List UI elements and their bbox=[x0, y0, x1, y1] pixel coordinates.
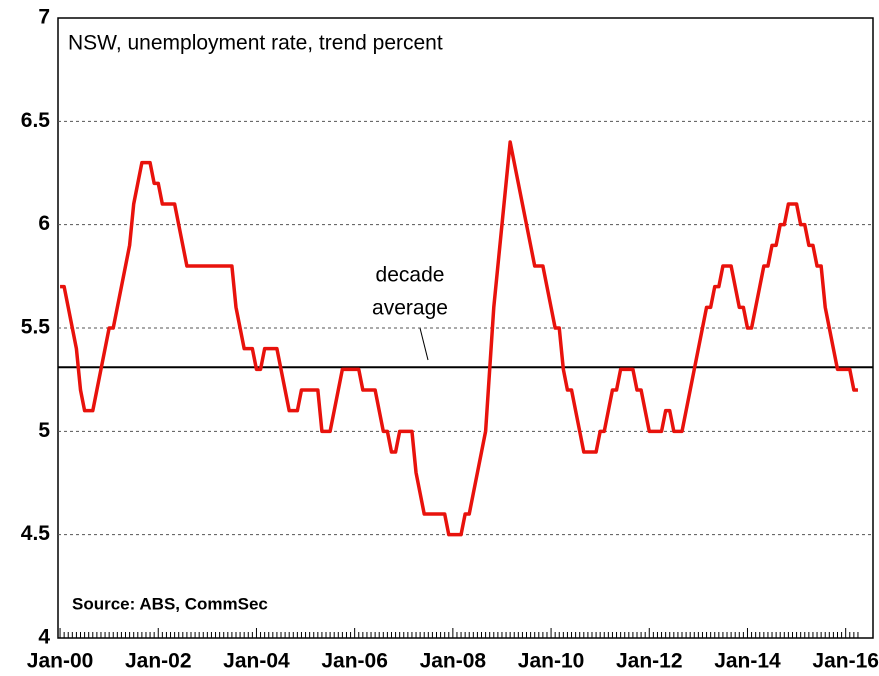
annotation: average bbox=[372, 297, 448, 320]
x-tick-label: Jan-02 bbox=[125, 650, 192, 673]
x-tick-label: Jan-12 bbox=[616, 650, 683, 673]
y-tick-label: 5 bbox=[38, 419, 50, 442]
x-tick-label: Jan-14 bbox=[714, 650, 781, 673]
chart-title: NSW, unemployment rate, trend percent bbox=[68, 32, 443, 55]
source-note: Source: ABS, CommSec bbox=[72, 594, 268, 613]
y-tick-label: 5.5 bbox=[21, 316, 51, 339]
x-tick-label: Jan-10 bbox=[518, 650, 585, 673]
y-tick-label: 7 bbox=[38, 6, 50, 29]
x-tick-label: Jan-08 bbox=[420, 650, 487, 673]
y-tick-label: 6 bbox=[38, 212, 50, 235]
x-tick-label: Jan-04 bbox=[223, 650, 290, 673]
x-tick-label: Jan-00 bbox=[27, 650, 94, 673]
data-line bbox=[60, 140, 858, 537]
annotation: decade bbox=[376, 264, 445, 287]
y-tick-label: 4.5 bbox=[21, 522, 51, 545]
x-tick-label: Jan-16 bbox=[812, 650, 879, 673]
annotation-pointer bbox=[419, 327, 429, 361]
y-tick-label: 4 bbox=[38, 626, 50, 649]
x-tick-label: Jan-06 bbox=[321, 650, 388, 673]
y-tick-label: 6.5 bbox=[21, 109, 51, 132]
